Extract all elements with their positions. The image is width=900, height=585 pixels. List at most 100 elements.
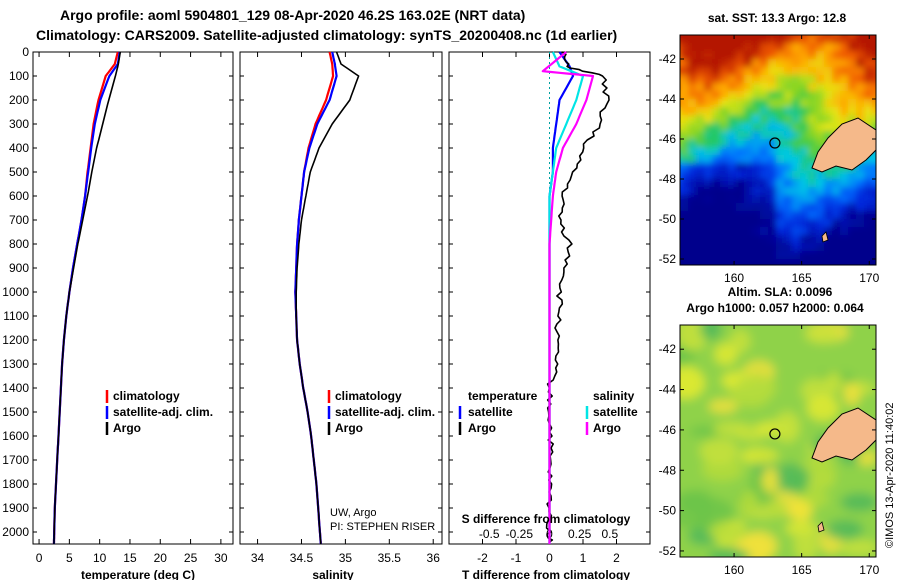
sst-cell [800,83,809,92]
sst-cell [712,139,721,148]
sst-cell [720,179,729,188]
sst-cell [808,75,817,84]
sst-cell [880,259,889,268]
sla-blob [680,366,706,400]
sst-cell [816,123,825,132]
x-tick-label: 35.5 [378,551,402,565]
sst-cell [792,203,801,212]
sst-cell [872,195,876,204]
sst-cell [704,91,713,100]
sst-cell [712,235,721,244]
sst-cell [728,131,737,140]
sst-cell [752,51,761,60]
sst-cell [688,75,697,84]
depth-tick-label: 1200 [2,333,29,347]
sst-cell [672,267,681,276]
sst-cell [824,187,833,196]
sst-cell [712,99,721,108]
sst-cell [688,155,697,164]
sst-cell [792,139,801,148]
sst-cell [696,187,705,196]
sst-cell [760,155,769,164]
sst-cell [792,195,801,204]
sla-blob [700,325,722,341]
sst-cell [704,251,713,260]
sst-cell [688,227,697,236]
sst-cell [680,43,689,52]
sst-cell [872,251,876,260]
sst-cell [704,259,713,265]
sst-cell [712,75,721,84]
sst-cell [728,203,737,212]
series-line-argo [53,51,122,545]
sst-cell [760,107,769,116]
sst-cell [720,227,729,236]
sst-cell [776,227,785,236]
x-tick-label: 15 [123,551,137,565]
sst-cell [808,115,817,124]
sst-cell [848,203,857,212]
sst-cell [856,91,865,100]
sst-cell [808,59,817,68]
sst-cell [696,83,705,92]
sst-cell [768,43,777,52]
depth-tick-label: 1300 [2,357,29,371]
sst-cell [856,227,865,236]
lat-tick-label: -52 [659,252,677,266]
depth-tick-label: 1600 [2,429,29,443]
sst-cell [704,163,713,172]
sst-cell [816,131,825,140]
x-tick-label: 1 [580,551,587,565]
sst-cell [696,91,705,100]
sst-field [672,35,889,276]
sst-cell [856,83,865,92]
sst-cell [872,211,876,220]
sla-blob [856,450,876,466]
depth-tick-label: 2000 [2,525,29,539]
sst-cell [696,115,705,124]
argo-float-marker [769,428,781,440]
sst-cell [832,251,841,260]
x-tick-label: 25 [184,551,198,565]
sst-cell [880,163,889,172]
sst-cell [784,99,793,108]
sst-cell [856,251,865,260]
sst-cell [696,75,705,84]
sst-cell [792,43,801,52]
lon-tick-label: 160 [724,563,744,577]
sst-cell [752,219,761,228]
sst-cell [704,43,713,52]
sst-cell [808,131,817,140]
sst-cell [880,219,889,228]
sst-cell [680,123,689,132]
sst-cell [712,243,721,252]
sst-cell [784,107,793,116]
lon-tick-label: 170 [859,563,879,577]
legend-label-s-satellite: satellite [593,405,638,419]
sst-cell [712,131,721,140]
sla-blob [803,472,836,490]
sst-cell [712,227,721,236]
sst-cell [688,99,697,108]
sst-cell [720,123,729,132]
sst-cell [864,211,873,220]
sst-cell [744,59,753,68]
sst-cell [784,187,793,196]
depth-tick-label: 500 [9,165,29,179]
sst-cell [736,35,745,44]
lat-tick-label: -50 [659,212,677,226]
sst-cell [824,211,833,220]
sst-cell [880,99,889,108]
sst-cell [712,267,721,276]
sst-cell [776,139,785,148]
sst-cell [704,99,713,108]
sst-cell [688,163,697,172]
depth-tick-label: 1400 [2,381,29,395]
sst-cell [800,59,809,68]
sst-cell [776,243,785,252]
sst-cell [800,147,809,156]
sst-cell [696,131,705,140]
sst-cell [680,235,689,244]
sst-cell [832,203,841,212]
sst-cell [816,51,825,60]
